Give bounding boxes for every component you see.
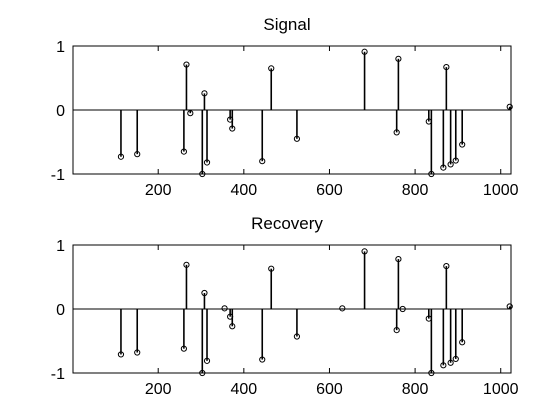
signal-xtick-label: 200 bbox=[145, 182, 172, 199]
signal-stem-marker bbox=[506, 103, 513, 110]
signal-stem-marker bbox=[447, 161, 454, 168]
signal-xtick-label: 400 bbox=[230, 182, 257, 199]
signal-stem-marker bbox=[452, 157, 459, 164]
signal-stem-marker bbox=[117, 153, 125, 160]
recovery-stem-marker bbox=[134, 349, 141, 356]
recovery-stem-marker bbox=[201, 289, 208, 297]
subplot-signal: Signal 200 400 600 800 1000 -1 0 1 bbox=[51, 15, 519, 199]
recovery-stem-marker bbox=[440, 362, 447, 369]
recovery-ytick-label: 0 bbox=[56, 302, 65, 319]
signal-ytick-label: -1 bbox=[51, 167, 65, 184]
signal-xtick-label: 1000 bbox=[483, 182, 519, 199]
subplot-recovery: Recovery 200 400 600 800 1000 -1 0 1 bbox=[51, 214, 519, 398]
recovery-xtick-label: 800 bbox=[402, 381, 429, 398]
signal-xtick-label: 800 bbox=[402, 182, 429, 199]
recovery-stem-marker bbox=[361, 248, 368, 255]
signal-axes: 200 400 600 800 1000 -1 0 1 bbox=[51, 39, 519, 199]
signal-stem-marker bbox=[183, 61, 190, 68]
signal-stem-marker bbox=[440, 164, 447, 171]
signal-stem-marker bbox=[395, 55, 402, 62]
recovery-xtick-label: 600 bbox=[316, 381, 343, 398]
recovery-stem-marker bbox=[452, 355, 459, 363]
signal-stem-marker bbox=[259, 158, 266, 165]
recovery-stem-marker bbox=[259, 356, 266, 363]
recovery-stem-marker bbox=[459, 339, 466, 346]
recovery-stem-marker bbox=[395, 255, 402, 263]
signal-stem-marker bbox=[201, 90, 208, 97]
recovery-title: Recovery bbox=[251, 214, 323, 233]
recovery-stem-marker bbox=[268, 265, 275, 272]
signal-stem-marker bbox=[229, 125, 236, 132]
signal-stem-marker bbox=[361, 48, 368, 55]
recovery-stem-marker bbox=[399, 305, 406, 313]
recovery-marks bbox=[73, 248, 513, 377]
signal-ytick-label: 1 bbox=[56, 39, 65, 56]
signal-stem-marker bbox=[268, 65, 275, 72]
signal-stem-marker bbox=[443, 64, 450, 71]
recovery-ytick-label: -1 bbox=[51, 366, 65, 383]
signal-ytick-label: 0 bbox=[56, 103, 65, 120]
signal-stem-marker bbox=[134, 151, 141, 158]
recovery-stem-marker bbox=[183, 261, 190, 268]
recovery-xtick-label: 400 bbox=[230, 381, 257, 398]
recovery-stem-marker bbox=[339, 305, 346, 312]
signal-stem-marker bbox=[293, 135, 301, 142]
recovery-stem-marker bbox=[447, 359, 454, 366]
recovery-stem-marker bbox=[229, 323, 236, 330]
signal-marks bbox=[73, 48, 513, 178]
recovery-axes: 200 400 600 800 1000 -1 0 1 bbox=[51, 238, 519, 398]
recovery-ytick-label: 1 bbox=[56, 238, 65, 255]
recovery-stem-marker bbox=[293, 333, 301, 340]
signal-stem-marker bbox=[203, 159, 211, 166]
recovery-stem-marker bbox=[203, 357, 211, 364]
signal-stem-marker bbox=[393, 129, 400, 136]
signal-xtick-label: 600 bbox=[316, 182, 343, 199]
recovery-stem-marker bbox=[393, 327, 400, 334]
recovery-xtick-label: 200 bbox=[145, 381, 172, 398]
signal-stem-marker bbox=[180, 148, 187, 155]
recovery-stem-marker bbox=[221, 305, 228, 312]
recovery-xtick-label: 1000 bbox=[483, 381, 519, 398]
recovery-stem-marker bbox=[180, 345, 187, 352]
signal-title: Signal bbox=[263, 15, 310, 34]
signal-stem-marker bbox=[459, 141, 466, 148]
recovery-stem-marker bbox=[117, 351, 125, 358]
recovery-stem-marker bbox=[443, 263, 450, 270]
signal-stem-marker bbox=[187, 110, 194, 117]
